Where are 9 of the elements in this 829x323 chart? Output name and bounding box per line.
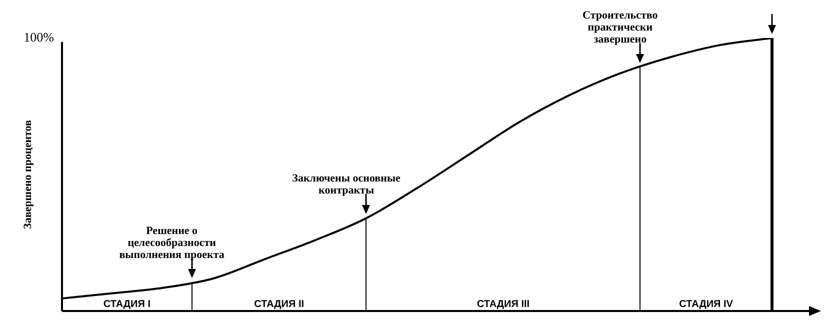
annotation: СТАДИЯ I (103, 298, 151, 310)
annotation: Решение о целесообразности выполнения проекта (119, 224, 225, 261)
annotation: СТАДИЯ II (254, 298, 304, 310)
annotation: Заключены основные контракты (292, 172, 401, 197)
annotation: Строительство практически завершено (582, 9, 658, 46)
annotation: СТАДИЯ IV (679, 298, 734, 310)
annotation: СТАДИЯ III (476, 298, 530, 310)
text: 100% (24, 29, 54, 44)
y-axis-title: Завершено процентов (22, 120, 34, 229)
